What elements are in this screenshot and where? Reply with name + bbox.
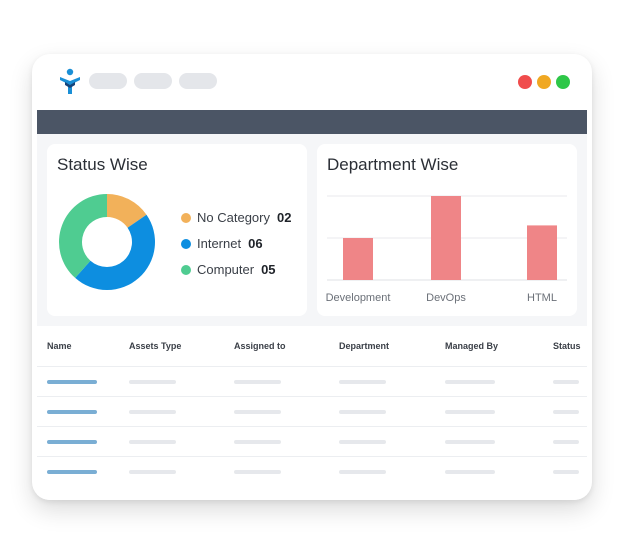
bar-devops (431, 196, 461, 280)
cell-placeholder (445, 380, 495, 384)
cell-placeholder (234, 470, 281, 474)
column-header-name[interactable]: Name (47, 341, 72, 351)
cell-placeholder (445, 470, 495, 474)
maximize-button[interactable] (556, 75, 570, 89)
cell-placeholder (339, 410, 386, 414)
department-bar-chart: Development DevOps HTML (326, 195, 567, 304)
status-donut-chart (59, 194, 155, 290)
nav-placeholder-1[interactable] (89, 73, 127, 89)
cell-placeholder (47, 410, 97, 414)
legend-swatch (181, 239, 191, 249)
x-tick-label: Development (326, 292, 391, 304)
status-wise-title: Status Wise (57, 155, 148, 174)
legend-count: 05 (261, 262, 276, 277)
legend-text: Computer (197, 262, 255, 277)
column-header-managed-by[interactable]: Managed By (445, 341, 499, 351)
department-wise-title: Department Wise (327, 155, 459, 174)
cell-placeholder (47, 470, 97, 474)
legend-label: No Category 02 (197, 210, 291, 225)
column-header-assigned-to[interactable]: Assigned to (234, 341, 286, 351)
assets-table: Name Assets Type Assigned to Department Mana… (37, 326, 587, 500)
donut-slice-computer (59, 194, 107, 278)
cell-placeholder (445, 410, 495, 414)
cell-placeholder (129, 380, 176, 384)
legend-swatch (181, 265, 191, 275)
donut-slice-no-category (107, 194, 147, 228)
legend-text: Internet (197, 236, 242, 251)
nav-placeholder-2[interactable] (134, 73, 172, 89)
cell-placeholder (234, 440, 281, 444)
cell-placeholder (553, 380, 579, 384)
cell-placeholder (129, 440, 176, 444)
title-bar (32, 54, 592, 110)
column-header-status[interactable]: Status (553, 341, 581, 351)
table-row[interactable] (37, 456, 587, 486)
cell-placeholder (553, 440, 579, 444)
cell-placeholder (129, 410, 176, 414)
legend-label: Computer 05 (197, 262, 276, 277)
status-wise-card: Status Wise No Category 02 Internet 06 Compu… (47, 144, 307, 316)
legend-count: 06 (248, 236, 263, 251)
cell-placeholder (234, 410, 281, 414)
cell-placeholder (234, 380, 281, 384)
legend-label: Internet 06 (197, 236, 263, 251)
app-logo-icon (60, 68, 80, 94)
x-tick-label: HTML (527, 292, 557, 304)
cell-placeholder (47, 380, 97, 384)
legend-count: 02 (276, 210, 292, 225)
toolbar (37, 110, 587, 134)
cell-placeholder (553, 410, 579, 414)
cell-placeholder (339, 380, 386, 384)
cell-placeholder (47, 440, 97, 444)
department-wise-card: Department Wise Development DevOps HTML (317, 144, 577, 316)
legend-swatch (181, 213, 191, 223)
bar-development (343, 238, 373, 280)
cell-placeholder (445, 440, 495, 444)
x-tick-label: DevOps (426, 292, 466, 304)
legend-text: No Category (197, 210, 270, 225)
close-button[interactable] (518, 75, 532, 89)
donut-slice-internet (75, 214, 155, 290)
table-row[interactable] (37, 396, 587, 426)
column-header-assets-type[interactable]: Assets Type (129, 341, 182, 351)
cell-placeholder (129, 470, 176, 474)
app-window: Status Wise No Category 02 Internet 06 Compu… (32, 54, 592, 500)
table-row[interactable] (37, 366, 587, 396)
dashboard-content: Status Wise No Category 02 Internet 06 Compu… (37, 134, 587, 500)
nav-placeholder-3[interactable] (179, 73, 217, 89)
bar-html (527, 225, 557, 280)
cell-placeholder (553, 470, 579, 474)
cell-placeholder (339, 470, 386, 474)
cell-placeholder (339, 440, 386, 444)
table-row[interactable] (37, 426, 587, 456)
column-header-department[interactable]: Department (339, 341, 390, 351)
minimize-button[interactable] (537, 75, 551, 89)
